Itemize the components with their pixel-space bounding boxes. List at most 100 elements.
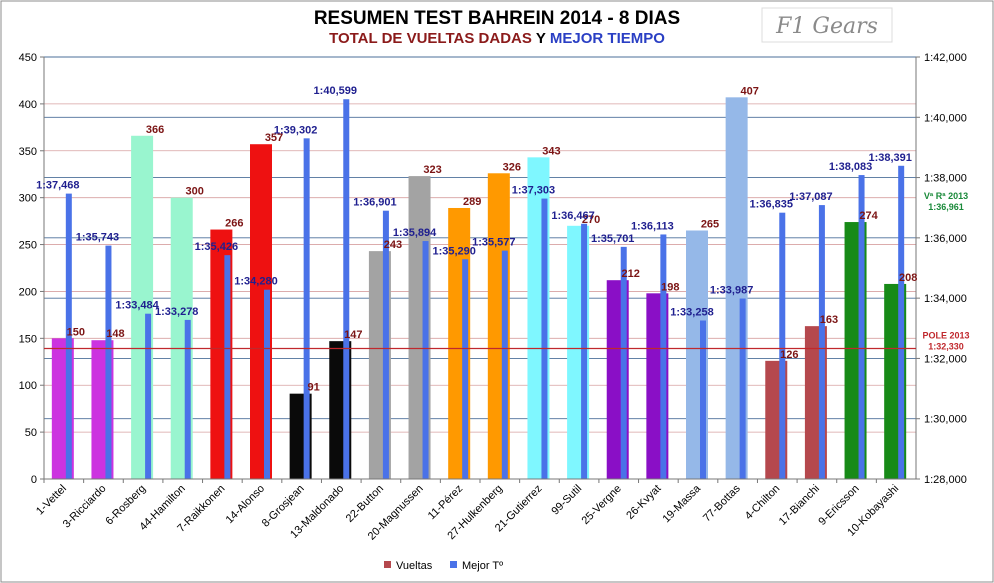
logo-text: F1 Gears <box>775 14 878 39</box>
bar-time-10 <box>422 241 429 479</box>
legend-label-time: Mejor Tº <box>462 560 503 572</box>
bar-time-21 <box>858 175 865 479</box>
y-tick-label-left: 400 <box>19 99 37 111</box>
y-tick-label-right: 1:38,000 <box>924 173 967 185</box>
chart-subtitle: TOTAL DE VUELTAS DADAS Y MEJOR TIEMPO <box>329 30 665 47</box>
bar-time-5 <box>224 255 231 479</box>
bar-time-4 <box>184 319 191 479</box>
y-tick-label-right: 1:32,000 <box>924 353 967 365</box>
y-tick-label-left: 450 <box>19 52 37 64</box>
bar-time-11 <box>462 259 469 479</box>
data-label-time: 1:36,835 <box>750 199 793 211</box>
bar-time-7 <box>303 138 310 479</box>
data-label-laps: 323 <box>423 164 441 176</box>
bar-time-19 <box>779 212 786 479</box>
y-tick-label-right: 1:34,000 <box>924 293 967 305</box>
y-tick-label-right: 1:42,000 <box>924 52 967 64</box>
subtitle-and: Y <box>536 30 546 47</box>
subtitle-laps: TOTAL DE VUELTAS DADAS <box>329 30 532 47</box>
data-label-laps: 366 <box>146 124 164 136</box>
bar-time-13 <box>541 198 548 479</box>
legend-swatch-laps <box>384 561 391 568</box>
data-label-time: 1:35,290 <box>432 245 475 257</box>
y-tick-label-left: 0 <box>31 474 37 486</box>
data-label-laps: 274 <box>859 210 878 222</box>
legend-label-laps: Vueltas <box>396 560 433 572</box>
y-tick-label-left: 350 <box>19 146 37 158</box>
y-tick-label-left: 250 <box>19 240 37 252</box>
bar-time-14 <box>581 223 588 479</box>
bar-time-12 <box>501 250 508 479</box>
reference-label-value: 1:36,961 <box>928 202 964 212</box>
data-label-laps: 198 <box>661 281 679 293</box>
legend: Vueltas Mejor Tº <box>384 560 503 572</box>
data-label-laps: 212 <box>622 268 640 280</box>
reference-label-title: POLE 2013 <box>922 330 969 340</box>
data-label-laps: 148 <box>106 328 124 340</box>
data-labels-group: 150 1:37,468 148 1:35,743 366 1:33,484 300 1:33… <box>36 85 917 393</box>
y-tick-label-left: 100 <box>19 380 37 392</box>
data-label-laps: 300 <box>186 186 204 198</box>
data-label-laps: 126 <box>780 349 798 361</box>
data-label-laps: 289 <box>463 196 481 208</box>
data-label-time: 1:36,467 <box>551 210 594 222</box>
data-label-time: 1:35,894 <box>393 227 437 239</box>
data-label-laps: 150 <box>67 326 85 338</box>
reference-label-title: Vª Rª 2013 <box>924 191 968 201</box>
bar-time-16 <box>660 234 667 479</box>
logo-frame <box>761 7 893 43</box>
bar-time-1 <box>65 193 72 479</box>
data-label-laps: 208 <box>899 272 917 284</box>
data-label-time: 1:36,901 <box>353 197 396 209</box>
data-label-laps: 243 <box>384 239 402 251</box>
legend-swatch-time <box>450 561 457 568</box>
data-label-time: 1:38,391 <box>868 152 911 164</box>
reference-label-value: 1:32,330 <box>928 341 964 351</box>
bar-time-8 <box>343 99 350 480</box>
data-label-laps: 266 <box>225 218 243 230</box>
logo: F1 Gears <box>761 7 893 43</box>
data-label-laps: 407 <box>740 85 758 97</box>
y-tick-label-left: 200 <box>19 286 37 298</box>
bar-time-17 <box>700 320 706 479</box>
y-tick-label-left: 50 <box>25 427 37 439</box>
data-label-time: 1:34,280 <box>234 276 277 288</box>
data-label-time: 1:37,087 <box>789 191 832 203</box>
bar-time-2 <box>105 245 112 479</box>
data-label-time: 1:35,577 <box>472 237 515 249</box>
data-label-laps: 343 <box>542 145 560 157</box>
y-tick-label-right: 1:40,000 <box>924 112 967 124</box>
bar-time-18 <box>739 298 746 479</box>
data-label-time: 1:35,743 <box>76 232 119 244</box>
bar-time-3 <box>145 313 152 479</box>
y-tick-label-left: 150 <box>19 333 37 345</box>
bar-time-6 <box>264 289 270 479</box>
y-tick-label-left: 300 <box>19 193 37 205</box>
data-label-time: 1:33,484 <box>115 300 159 312</box>
bar-time-20 <box>818 205 825 479</box>
bar-time-9 <box>382 210 389 479</box>
subtitle-time: MEJOR TIEMPO <box>550 30 665 47</box>
data-label-time: 1:33,278 <box>155 306 198 318</box>
data-label-time: 1:37,468 <box>36 180 79 192</box>
data-label-laps: 91 <box>308 382 320 394</box>
bar-time-22 <box>898 165 905 479</box>
y-tick-label-right: 1:28,000 <box>924 474 967 486</box>
data-label-time: 1:33,987 <box>710 285 753 297</box>
data-label-laps: 147 <box>344 329 362 341</box>
data-label-laps: 163 <box>820 314 838 326</box>
data-label-laps: 326 <box>503 161 521 173</box>
y-tick-label-right: 1:30,000 <box>924 414 967 426</box>
data-label-time: 1:33,258 <box>670 307 713 319</box>
data-label-time: 1:36,113 <box>631 220 674 232</box>
data-label-laps: 265 <box>701 218 719 230</box>
data-label-time: 1:39,302 <box>274 124 317 136</box>
bar-time-15 <box>620 246 627 479</box>
data-label-time: 1:35,426 <box>195 241 238 253</box>
chart-title: RESUMEN TEST BAHREIN 2014 - 8 DIAS <box>314 8 680 29</box>
